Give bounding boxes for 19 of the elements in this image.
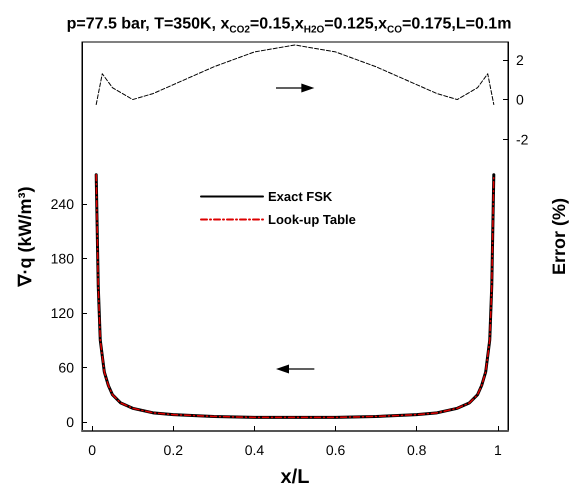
- x-tick-label: 0.8: [406, 442, 427, 458]
- y2-tick-label: 0: [516, 92, 524, 108]
- y-axis-title: ∇·q (kW/m³): [15, 186, 35, 288]
- y2-axis-title: Error (%): [549, 198, 569, 276]
- x-axis-title: x/L: [280, 466, 310, 488]
- x-tick-label: 0: [88, 442, 96, 458]
- x-tick-label: 0.4: [244, 442, 264, 458]
- y-tick-label: 240: [50, 196, 74, 212]
- x-tick-label: 0.2: [164, 442, 184, 458]
- y-tick-label: 180: [50, 250, 74, 266]
- y-tick-label: 60: [58, 359, 74, 376]
- legend-label: Exact FSK: [268, 189, 333, 204]
- x-tick-label: 1: [494, 442, 502, 458]
- y-tick-label: 0: [66, 414, 74, 430]
- y2-tick-label: -2: [516, 131, 529, 148]
- legend-label: Look-up Table: [268, 212, 356, 227]
- x-tick-label: 0.6: [326, 442, 346, 458]
- y-tick-label: 120: [50, 304, 74, 321]
- y2-tick-label: 2: [516, 52, 524, 68]
